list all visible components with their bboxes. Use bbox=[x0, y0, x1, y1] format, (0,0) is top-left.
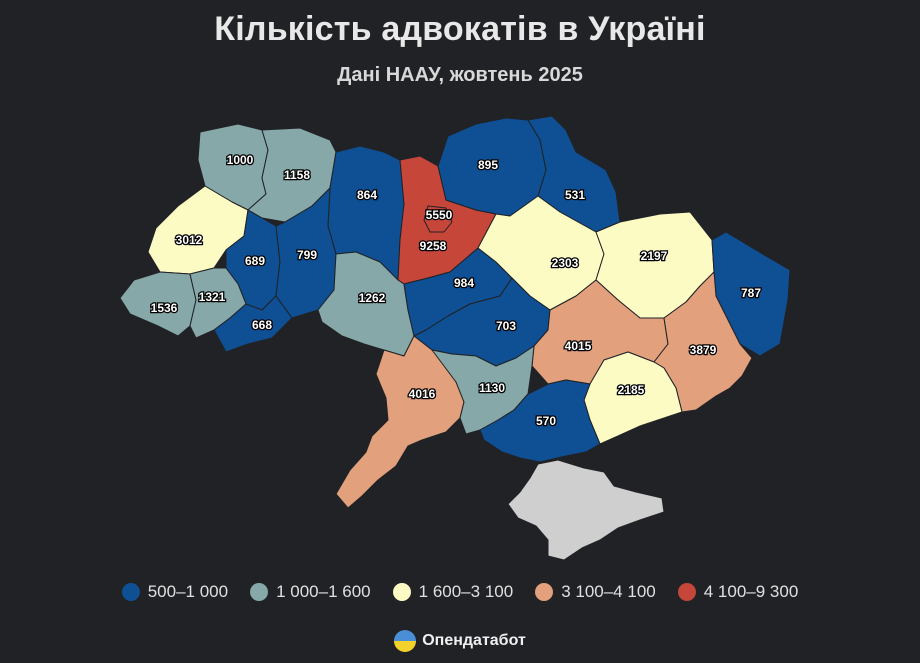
label-kyiv-city: 5550 bbox=[426, 208, 453, 222]
legend-item: 500–1 000 bbox=[121, 582, 229, 602]
label-zakarpattia: 1536 bbox=[151, 301, 178, 315]
label-rivne: 1158 bbox=[284, 168, 310, 182]
label-mykolaiv: 1130 bbox=[479, 381, 505, 395]
label-ternopil: 689 bbox=[245, 254, 265, 268]
legend: 500–1 000 1 000–1 600 1 600–3 100 3 100–… bbox=[0, 582, 920, 602]
map-subtitle: Дані НААУ, жовтень 2025 bbox=[337, 64, 583, 86]
legend-item: 1 600–3 100 bbox=[392, 582, 514, 602]
label-sumy: 531 bbox=[565, 188, 585, 202]
region-kherson bbox=[479, 379, 601, 463]
brand: Опендатабот bbox=[0, 630, 920, 652]
label-vinnytsia: 1262 bbox=[359, 291, 386, 305]
legend-swatch-icon bbox=[121, 583, 140, 601]
label-chernihiv: 895 bbox=[478, 158, 498, 172]
label-luhansk: 787 bbox=[741, 286, 761, 300]
label-cherkasy: 984 bbox=[454, 276, 474, 290]
label-kirovohrad: 703 bbox=[496, 319, 516, 333]
label-zhytomyr: 864 bbox=[357, 188, 377, 202]
region-chernivtsi bbox=[213, 295, 293, 353]
legend-swatch-icon bbox=[535, 583, 554, 601]
label-volyn: 1000 bbox=[227, 153, 254, 167]
region-labels: 1000 1158 864 5550 9258 895 531 3012 689… bbox=[149, 152, 762, 430]
legend-label: 1 600–3 100 bbox=[418, 582, 514, 601]
label-lviv: 3012 bbox=[176, 233, 203, 247]
legend-item: 1 000–1 600 bbox=[250, 582, 371, 602]
label-ivano-frankivsk: 1321 bbox=[199, 290, 226, 304]
legend-swatch-icon bbox=[250, 583, 269, 601]
label-odesa: 4016 bbox=[409, 387, 436, 401]
region-kyiv-city bbox=[423, 205, 453, 233]
map-title: Кількість адвокатів в Україні bbox=[214, 10, 706, 48]
legend-item: 4 100–9 300 bbox=[677, 582, 799, 602]
legend-label: 4 100–9 300 bbox=[703, 582, 799, 601]
legend-label: 3 100–4 100 bbox=[561, 582, 656, 601]
region-crimea bbox=[507, 459, 665, 561]
label-kharkiv: 2197 bbox=[641, 249, 668, 263]
legend-label: 500–1 000 bbox=[147, 582, 229, 601]
label-khmelnytskyi: 799 bbox=[297, 248, 317, 262]
label-donetsk: 3879 bbox=[690, 343, 717, 357]
label-kherson: 570 bbox=[536, 414, 556, 428]
legend-swatch-icon bbox=[392, 583, 411, 601]
label-chernivtsi: 668 bbox=[252, 318, 272, 332]
label-zaporizhzhia: 2185 bbox=[618, 383, 645, 397]
label-poltava: 2303 bbox=[552, 256, 579, 270]
label-dnipropetrovsk: 4015 bbox=[565, 339, 592, 353]
label-kyiv-oblast: 9258 bbox=[420, 239, 447, 253]
legend-item: 3 100–4 100 bbox=[535, 582, 656, 602]
brand-name: Опендатабот bbox=[422, 632, 526, 649]
legend-swatch-icon bbox=[677, 583, 696, 601]
legend-label: 1 000–1 600 bbox=[276, 582, 371, 601]
opendatabot-logo-icon bbox=[394, 630, 417, 652]
